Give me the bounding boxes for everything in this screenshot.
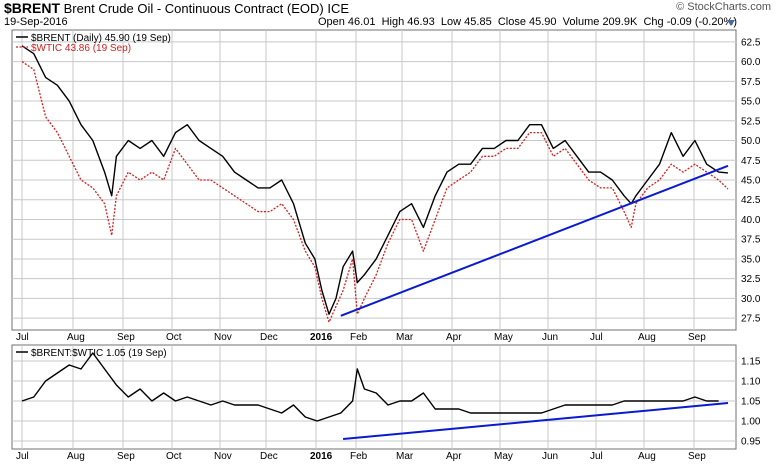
exchange: ICE (327, 1, 350, 16)
ratio-ytick-label: 1.05 (741, 397, 761, 408)
price-ytick-label: 32.5 (741, 274, 761, 285)
price-ytick-label: 52.5 (741, 116, 761, 127)
price-xtick-label: Jul (16, 332, 29, 343)
ratio-line (21, 352, 719, 422)
price-xtick-label: Jun (542, 332, 558, 343)
price-xtick-label: Nov (214, 332, 232, 343)
price-xtick-label: Sep (688, 332, 706, 343)
ratio-xtick-label: Nov (214, 451, 232, 462)
price-xtick-label: Aug (67, 332, 85, 343)
wtic-line (21, 61, 729, 323)
source-logo: © StockCharts.com (676, 1, 771, 13)
ratio-xtick-label: Apr (446, 451, 462, 462)
ratio-xtick-label: 2016 (310, 451, 333, 462)
quote-date: 19-Sep-2016 (4, 16, 68, 28)
price-xtick-label: Apr (446, 332, 462, 343)
price-ytick-label: 57.5 (741, 77, 761, 88)
price-ytick-label: 55.0 (741, 97, 761, 108)
dropdown-triangle-icon[interactable] (727, 20, 735, 26)
ratio-xtick-label: Jun (542, 451, 558, 462)
price-xtick-label: Feb (350, 332, 368, 343)
ratio-xtick-label: May (494, 451, 513, 462)
ratio-xtick-label: Feb (350, 451, 368, 462)
ratio-ytick-label: 1.10 (741, 377, 761, 388)
price-xtick-label: Dec (260, 332, 278, 343)
ratio-trendline (343, 402, 729, 440)
price-xtick-label: Jul (590, 332, 603, 343)
chg-value: -0.09 (-0.20%) (666, 16, 737, 28)
chg-label: Chg (643, 16, 664, 28)
open-label: Open (317, 16, 345, 28)
legend-ratio-label: $BRENT:$WTIC 1.05 (19 Sep) (31, 348, 167, 359)
price-ytick-label: 45.0 (741, 176, 761, 187)
price-ytick-label: 27.5 (741, 314, 761, 325)
ratio-xtick-label: Jul (16, 451, 29, 462)
price-xtick-label: 2016 (310, 332, 333, 343)
ratio-xtick-label: Mar (396, 451, 414, 462)
ratio-xtick-label: Oct (166, 451, 182, 462)
close-value: 45.90 (529, 16, 557, 28)
price-ytick-label: 35.0 (741, 254, 761, 265)
chart-title: $BRENT Brent Crude Oil - Continuous Cont… (4, 0, 349, 16)
high-label: High (381, 16, 405, 28)
price-xtick-label: Sep (117, 332, 135, 343)
price-ytick-label: 62.5 (741, 37, 761, 48)
price-xtick-label: Aug (638, 332, 656, 343)
ratio-xtick-label: Aug (67, 451, 85, 462)
price-ytick-label: 50.0 (741, 136, 761, 147)
ratio-xtick-label: Dec (260, 451, 278, 462)
ohlc-readout: Open 46.01 High 46.93 Low 45.85 Close 45… (318, 16, 737, 28)
ratio-ytick-label: 1.15 (741, 357, 761, 368)
price-xtick-label: May (494, 332, 513, 343)
ratio-ytick-label: 0.95 (741, 437, 761, 448)
open-value: 46.01 (347, 16, 376, 28)
price-ytick-label: 30.0 (741, 294, 761, 305)
volume-label: Volume (562, 16, 600, 28)
ratio-panel (11, 344, 737, 450)
price-xtick-label: Oct (166, 332, 182, 343)
price-ytick-label: 37.5 (741, 235, 761, 246)
ratio-ytick-label: 1.00 (741, 417, 761, 428)
low-value: 45.85 (464, 16, 492, 28)
price-xtick-label: Mar (396, 332, 414, 343)
low-label: Low (440, 16, 462, 28)
price-ytick-label: 47.5 (741, 156, 761, 167)
price-ytick-label: 40.0 (741, 215, 761, 226)
ratio-xtick-label: Jul (590, 451, 603, 462)
volume-value: 209.9K (602, 16, 638, 28)
legend-wtic-label: $WTIC 43.86 (19 Sep) (31, 43, 131, 54)
ratio-xtick-label: Sep (688, 451, 706, 462)
close-label: Close (497, 16, 526, 28)
high-value: 46.93 (407, 16, 435, 28)
instrument-name: Brent Crude Oil - Continuous Contract (E… (63, 1, 324, 16)
symbol: $BRENT (4, 0, 61, 16)
ratio-xtick-label: Sep (117, 451, 135, 462)
brent-line (21, 45, 729, 315)
price-ytick-label: 42.5 (741, 195, 761, 206)
legend-brent-label: $BRENT (Daily) 45.90 (19 Sep) (31, 33, 171, 44)
price-ytick-label: 60.0 (741, 57, 761, 68)
price-trendline (340, 164, 729, 317)
ratio-xtick-label: Aug (638, 451, 656, 462)
